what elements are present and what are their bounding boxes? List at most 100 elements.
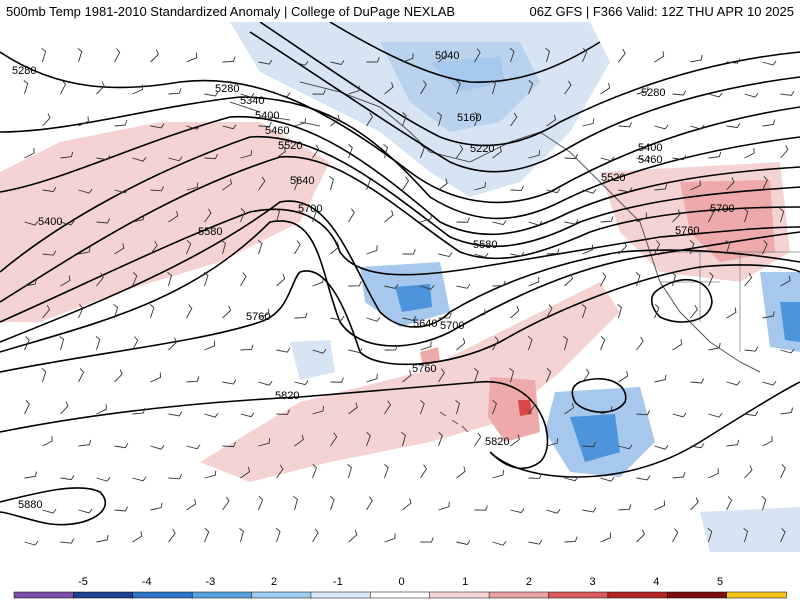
wind-barb	[456, 466, 466, 479]
wind-barb	[402, 53, 414, 63]
wind-barb	[366, 432, 371, 447]
colorbar-swatch	[429, 591, 490, 599]
wind-barb	[528, 150, 541, 159]
wind-barb	[312, 349, 327, 354]
wind-barb	[240, 93, 255, 98]
wind-barb	[762, 435, 773, 447]
wind-barb	[636, 156, 651, 162]
wind-barb	[438, 50, 448, 63]
contour-label: 5760	[675, 225, 699, 237]
wind-barb	[510, 112, 518, 127]
wind-barb	[636, 336, 644, 351]
wind-barb	[330, 377, 344, 383]
wind-barb	[132, 84, 143, 95]
hawaii-islands	[439, 411, 469, 433]
colorbar-swatches	[13, 591, 787, 599]
contour-label: 5520	[278, 140, 302, 152]
wind-barb	[600, 406, 613, 415]
wind-barb	[240, 150, 253, 159]
wind-barb	[348, 402, 358, 415]
colorbar: -5 -4 -3 2 -1 0 1 2 3 4 5	[13, 576, 787, 599]
wind-barb	[654, 444, 669, 450]
wind-barb	[600, 82, 611, 95]
wind-barb	[528, 539, 543, 545]
wind-barb	[780, 407, 793, 415]
wind-barb	[527, 336, 533, 351]
wind-barb	[420, 144, 425, 159]
wind-barb	[312, 405, 324, 415]
wind-barb	[150, 186, 165, 192]
contour-label: 5340	[240, 95, 264, 107]
wind-barb	[312, 208, 317, 223]
contour-5160	[259, 22, 800, 147]
wind-barb	[528, 473, 542, 479]
wind-barb	[779, 208, 785, 223]
wind-barb	[564, 80, 572, 95]
warm-anomaly-region	[518, 400, 532, 416]
wind-barb	[492, 336, 499, 351]
wind-barb	[258, 438, 271, 447]
wind-barb	[672, 209, 681, 223]
wind-barb	[132, 531, 143, 543]
contour-label: 5160	[457, 112, 481, 124]
wind-barb	[168, 156, 183, 162]
colorbar-tick-label: -4	[142, 576, 152, 588]
wind-barb	[294, 380, 309, 386]
cold-anomaly-region	[570, 414, 620, 462]
wind-barb	[240, 466, 251, 479]
wind-barb	[222, 441, 236, 448]
wind-barb	[600, 532, 612, 543]
wind-barb	[384, 533, 396, 543]
wind-barb	[384, 400, 392, 415]
contour-closed-low	[571, 377, 627, 413]
wind-barb	[564, 273, 574, 287]
wind-barb	[114, 243, 125, 255]
wind-barb	[546, 188, 561, 194]
wind-barb	[330, 242, 340, 255]
wind-barb	[654, 51, 665, 63]
wind-barb	[78, 508, 93, 514]
wind-barb	[132, 272, 138, 287]
wind-barb	[150, 123, 165, 129]
warm-anomaly-region	[420, 347, 440, 366]
contour-label: 5760	[412, 363, 436, 375]
wind-barb	[708, 208, 715, 223]
wind-barb	[636, 529, 645, 543]
wind-barb	[762, 176, 768, 191]
wind-barb	[293, 496, 298, 511]
wind-barb	[491, 80, 496, 95]
wind-barb	[707, 528, 713, 543]
wind-barb	[582, 441, 596, 448]
wind-barb	[24, 540, 39, 546]
wind-barb	[402, 370, 412, 383]
contour-label: 5640	[413, 318, 437, 330]
wind-barb	[546, 248, 560, 255]
wind-barb	[348, 85, 360, 95]
contour-5580	[0, 208, 800, 323]
wind-barb	[204, 340, 216, 351]
wind-barb	[761, 496, 767, 511]
wind-barb	[564, 402, 575, 415]
warm-anomaly-region	[200, 282, 620, 482]
wind-barb	[42, 250, 57, 256]
colorbar-tick-label: 2	[526, 576, 532, 588]
contour-label: 5280	[12, 65, 36, 77]
wind-barb	[546, 368, 552, 383]
contour-label: 5040	[435, 50, 459, 62]
wind-barb	[474, 253, 489, 258]
wind-barb	[276, 347, 291, 353]
wind-barb	[221, 240, 226, 255]
wind-barb	[24, 471, 37, 479]
colorbar-tick-label: 5	[717, 576, 723, 588]
contour-label: 5760	[246, 311, 270, 323]
wind-barb	[239, 528, 244, 543]
wind-barb	[366, 496, 373, 511]
wind-barb	[96, 272, 104, 287]
colorbar-swatch	[191, 591, 253, 599]
wind-barb	[564, 153, 578, 160]
wind-barb	[546, 304, 553, 319]
wind-barb	[276, 92, 291, 98]
wind-barb	[762, 60, 777, 66]
wind-barb	[726, 380, 741, 386]
wind-barb	[618, 48, 626, 63]
